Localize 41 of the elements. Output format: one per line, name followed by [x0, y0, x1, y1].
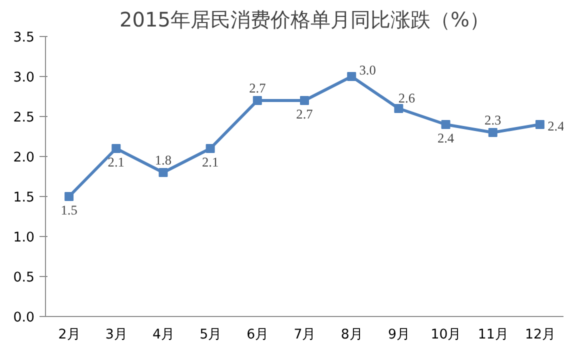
chart-title: 2015年居民消费价格单月同比涨跌（%）	[120, 8, 490, 32]
x-tick-label: 10月	[430, 328, 461, 342]
x-tick-label: 9月	[388, 328, 410, 342]
x-tick-label: 8月	[340, 328, 362, 342]
data-label: 2.6	[398, 90, 416, 106]
data-label: 1.5	[60, 202, 78, 218]
point	[206, 144, 215, 153]
y-tick-label: 0.0	[13, 310, 35, 326]
x-tick-label: 7月	[294, 328, 316, 342]
data-label: 2.3	[484, 112, 502, 128]
y-tick-label: 1.0	[13, 230, 35, 246]
point	[64, 192, 74, 201]
point	[300, 96, 309, 105]
y-tick-label: 2.0	[13, 150, 35, 166]
x-tick-label: 3月	[105, 328, 127, 342]
x-tick-label: 12月	[524, 328, 555, 342]
y-tick-label: 0.5	[13, 270, 35, 286]
x-tick-label: 4月	[152, 328, 174, 342]
data-label: 2.7	[296, 106, 314, 122]
x-tick-label: 11月	[478, 328, 508, 342]
y-tick-label: 3.0	[13, 70, 35, 86]
data-label: 2.1	[202, 154, 219, 170]
y-tick-label: 2.5	[13, 110, 35, 126]
data-label: 2.1	[108, 154, 124, 170]
data-label: 3.0	[359, 62, 376, 78]
data-label: 2.4	[437, 130, 454, 146]
point	[347, 72, 356, 81]
point	[535, 120, 544, 129]
y-tick-label: 1.5	[13, 190, 35, 206]
point	[394, 104, 404, 113]
data-label: 2.7	[249, 80, 266, 96]
point	[488, 128, 498, 137]
data-label: 1.8	[154, 152, 172, 168]
point	[252, 96, 262, 105]
x-tick-label: 2月	[58, 328, 80, 342]
point	[441, 120, 450, 129]
x-tick-label: 5月	[200, 328, 222, 342]
point	[158, 168, 168, 177]
x-tick-label: 6月	[246, 328, 268, 342]
point	[112, 144, 121, 153]
y-tick-label: 3.5	[13, 30, 35, 46]
